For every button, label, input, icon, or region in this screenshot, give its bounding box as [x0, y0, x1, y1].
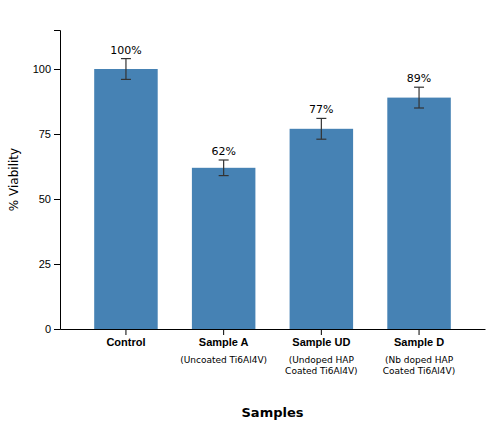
- y-tick-label: 75: [39, 128, 51, 140]
- x-tick: Sample D: [394, 329, 444, 348]
- error-bar: [414, 87, 424, 108]
- x-tick: Control: [106, 329, 145, 348]
- bar: [192, 168, 256, 329]
- error-cap: [316, 118, 326, 119]
- error-bar: [316, 118, 326, 139]
- error-line: [418, 87, 419, 108]
- x-axis-line: [61, 329, 486, 330]
- x-sub-label: (Nb doped HAPCoated Ti6Al4V): [383, 355, 455, 376]
- error-cap: [414, 87, 424, 88]
- error-line: [321, 118, 322, 139]
- error-cap: [414, 107, 424, 108]
- x-sub-label: (Undoped HAPCoated Ti6Al4V): [285, 355, 357, 376]
- y-tick: 0: [45, 323, 60, 335]
- x-tick: Sample UD: [292, 329, 350, 348]
- y-tick-label: 50: [39, 193, 51, 205]
- error-cap: [121, 58, 131, 59]
- x-tick-mark: [419, 329, 420, 335]
- plot: 0 25 50 75 100 Control Sample A Sample UD Sample…: [7, 31, 486, 421]
- x-tick-label: Sample A: [199, 336, 249, 348]
- y-tick-label: 0: [45, 323, 51, 335]
- y-tick: 25: [39, 258, 60, 270]
- error-cap: [219, 159, 229, 160]
- chart: 0 25 50 75 100 Control Sample A Sample UD Sample…: [0, 0, 500, 434]
- x-axis: Control Sample A Sample UD Sample D: [61, 329, 486, 348]
- error-cap: [121, 79, 131, 80]
- y-tick-mark: [54, 69, 60, 70]
- x-tick: Sample A: [199, 329, 249, 348]
- y-tick: 75: [39, 128, 60, 140]
- y-tick-mark: [54, 329, 60, 330]
- error-bar: [121, 59, 131, 80]
- marks: [94, 59, 451, 329]
- bar: [290, 129, 354, 329]
- x-tick-mark: [125, 329, 126, 335]
- y-axis-title: % Viability: [7, 148, 21, 211]
- x-tick-label: Sample UD: [292, 336, 350, 348]
- x-tick-label: Sample D: [394, 336, 444, 348]
- error-line: [223, 160, 224, 176]
- data-label: 77%: [309, 103, 333, 116]
- data-label: 89%: [407, 72, 431, 85]
- y-tick-label: 25: [39, 258, 51, 270]
- x-tick-label: Control: [106, 336, 145, 348]
- x-tick-mark: [321, 329, 322, 335]
- y-tick-mark: [54, 199, 60, 200]
- data-label: 62%: [211, 145, 235, 158]
- x-tick-mark: [223, 329, 224, 335]
- y-tick: 100: [33, 63, 60, 75]
- y-tick-mark: [54, 264, 60, 265]
- error-line: [125, 59, 126, 80]
- y-tick-label: 100: [33, 63, 51, 75]
- bar: [387, 98, 451, 329]
- bar: [94, 69, 158, 329]
- x-sub-label: (Uncoated Ti6Al4V): [180, 355, 267, 365]
- y-tick: 50: [39, 193, 60, 205]
- data-label: 100%: [110, 44, 141, 57]
- x-axis-title: Samples: [242, 405, 304, 420]
- y-axis-line: [54, 31, 61, 330]
- error-cap: [316, 139, 326, 140]
- y-tick-mark: [54, 134, 60, 135]
- error-bar: [219, 160, 229, 176]
- error-cap: [219, 175, 229, 176]
- y-axis: 0 25 50 75 100: [33, 31, 61, 336]
